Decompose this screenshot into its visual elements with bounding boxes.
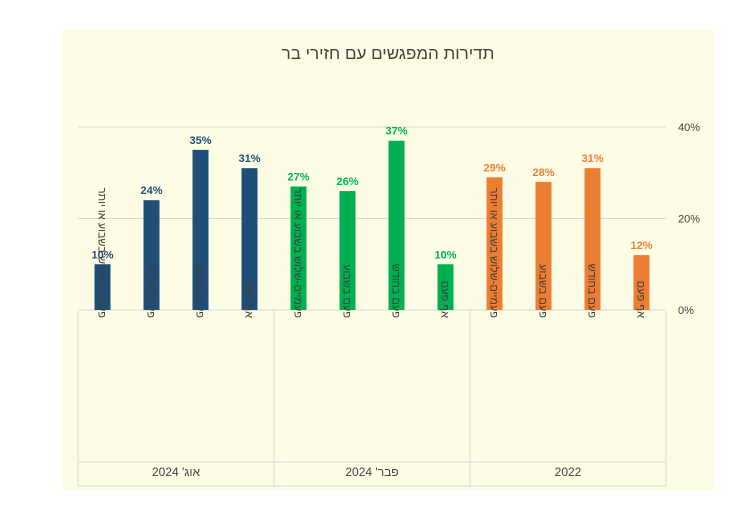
data-label: 29% [483,162,505,174]
bar [486,177,503,310]
y-tick-label: 0% [678,305,694,317]
bar [192,149,209,310]
category-label: פעם בשבוע [537,264,549,318]
bar [143,200,160,310]
data-label: 31% [581,153,603,165]
category-label: אף פעם [439,281,451,318]
category-label: אף פעם [635,281,647,318]
chart-panel: תדירות המפגשים עם חזירי בר 0% 20% 40% 10% פע… [62,30,714,490]
bar [584,168,601,310]
bar [535,181,552,310]
data-label: 12% [630,240,652,252]
y-tick-label: 40% [678,122,700,134]
data-label: 31% [238,153,260,165]
category-label: פעם בחודש [390,264,402,319]
data-label: 24% [140,185,162,197]
bar [388,140,405,310]
chart-title: תדירות המפגשים עם חזירי בר [281,44,495,63]
category-label: פעמיים-שלוש בשבוע או יותר [488,188,501,319]
data-label: 35% [189,135,211,147]
category-label: פעם בחודש [194,264,206,319]
group-label: 2022 [555,465,582,479]
data-label: 27% [287,171,309,183]
bar [290,186,307,310]
category-label: פעמיים-שלוש בשבוע או יותר [96,188,109,319]
data-label: 10% [91,249,113,261]
bar [437,264,454,310]
chart-plot-area: 0%20%40%10%פעמיים-שלוש בשבוע או יותר 24%פ… [77,122,700,487]
category-label: פעמיים-שלוש בשבוע או יותר [292,188,305,319]
y-tick-label: 20% [678,214,700,226]
bar [94,264,111,310]
data-label: 37% [385,126,407,138]
group-label: אוג' 2024 [152,465,201,479]
bar [633,255,650,310]
category-label: פעם בשבוע [145,264,157,318]
data-label: 10% [434,249,456,261]
data-label: 26% [336,176,358,188]
data-label: 28% [532,167,554,179]
category-label: פעם בחודש [586,264,598,319]
category-label: אף פעם [243,281,255,318]
bar [339,191,356,310]
group-label: פבר' 2024 [345,465,398,479]
bar [241,168,258,310]
category-label: פעם בשבוע [341,264,353,318]
